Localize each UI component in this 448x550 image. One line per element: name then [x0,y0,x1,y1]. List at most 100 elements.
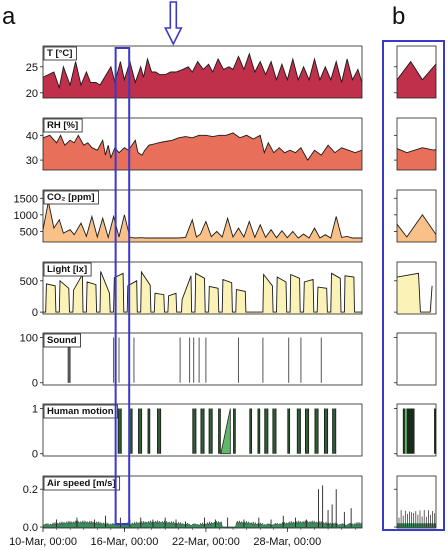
plot-frame [42,189,363,243]
chart-panel-2: 30 40 RH [%] [26,117,363,171]
zoom-frame [396,475,437,529]
y-tick-label: 20 [26,88,38,100]
chart-panel-5: 0 100 Sound [20,332,363,390]
y-tick-label: 0 [32,378,38,390]
y-tick-label: 0 [32,449,38,461]
motion-bar [323,408,329,454]
motion-bar [249,408,253,454]
series-line [43,52,362,90]
zoom-air-baseline [397,523,436,528]
zoom-line [397,272,433,313]
series-area [43,201,362,242]
motion-bar [218,408,221,454]
panel-title: Air speed [m/s] [47,478,116,489]
motion-bar [257,408,261,454]
zoom-motion-bar [434,408,436,454]
highlight-overlay [114,1,445,531]
x-tick-label: 16-Mar, 00:00 [91,536,159,548]
plot-frame [42,261,363,315]
y-tick-label: 1 [32,404,38,416]
motion-bar [117,408,122,454]
motion-bar [208,408,213,454]
panel-b-letter: b [392,3,405,30]
motion-bar [128,408,133,454]
zoom-frame [396,117,437,171]
zoom-panel-3 [394,189,437,243]
motion-bar [287,408,291,454]
y-tick-label: 0 [32,307,38,319]
zoom-frame [396,45,437,99]
x-axis: 10-Mar, 00:00 16-Mar, 00:00 22-Mar, 00:00 2… [9,528,356,548]
y-tick-label: 30 [26,155,38,167]
motion-bar [314,408,319,454]
zoom-line [397,60,436,81]
panel-b-plots [394,45,437,529]
zoom-area [397,61,436,98]
zoom-area [397,214,436,242]
zoom-area [397,147,436,170]
chart-panel-6: 0 1 Human motion [32,403,363,461]
panel-title: Light [lx] [47,264,87,275]
zoom-panel-2 [394,117,437,171]
y-tick-label: 500 [20,276,38,288]
y-tick-label: 100 [20,333,38,345]
chart-panel-4: 0 500 Light [lx] [20,261,363,319]
motion-bar [272,408,277,454]
motion-bar [147,408,151,454]
zoom-area [397,273,433,314]
x-tick-label: 22-Mar, 00:00 [172,536,240,548]
motion-bar [296,408,301,454]
air-speed-baseline [43,519,362,528]
plot-frame [42,332,363,386]
series-area [43,271,362,314]
plot-frame [42,403,363,457]
zoom-panel-4 [394,261,437,315]
zoom-frame [396,189,437,243]
zoom-outline [382,40,445,531]
chart-panel-7: 0.0 0.2 Air speed [m/s] [23,475,363,534]
panel-a-letter: a [2,3,16,30]
x-tick-label: 28-Mar, 00:00 [253,536,321,548]
zoom-frame [396,403,437,457]
y-tick-label: 25 [26,62,38,74]
chart-panel-1: 20 25 T [°C] [26,45,363,100]
panel-title: T [°C] [47,48,72,59]
zoom-panel-7 [394,475,437,529]
motion-bar [138,408,143,454]
panel-title: Human motion [47,406,114,417]
motion-bar [233,408,236,454]
motion-ramp [220,408,231,455]
chart-panel-3: 500 1000 1500 CO₂ [ppm] [14,189,363,243]
zoom-panel-1 [394,45,437,99]
motion-bar [264,408,269,454]
zoom-panel-5 [394,332,437,386]
zoom-frame [396,332,437,386]
zoom-motion-bar [402,408,415,454]
motion-bar [332,408,337,454]
y-tick-label: 1000 [14,210,38,222]
panel-title: Sound [47,335,77,346]
plot-frame [42,45,363,99]
series-line [43,270,362,313]
plot-frame [42,475,363,529]
zoom-line [397,147,436,154]
motion-bar [304,408,310,454]
motion-bar [200,408,205,454]
plot-frame [42,117,363,171]
motion-bar [157,408,162,454]
series-area [43,132,362,170]
panel-title: RH [%] [47,120,78,131]
panel-title: CO₂ [ppm] [47,192,95,203]
down-arrow-icon [164,1,183,46]
motion-bar [192,408,197,454]
y-tick-label: 500 [20,226,38,238]
y-tick-label: 1500 [14,193,38,205]
series-area [43,53,362,98]
x-tick-label: 10-Mar, 00:00 [9,536,77,548]
series-line [43,201,362,240]
zoom-frame [396,261,437,315]
zoom-line [397,214,436,238]
y-tick-label: 0.0 [23,522,38,534]
